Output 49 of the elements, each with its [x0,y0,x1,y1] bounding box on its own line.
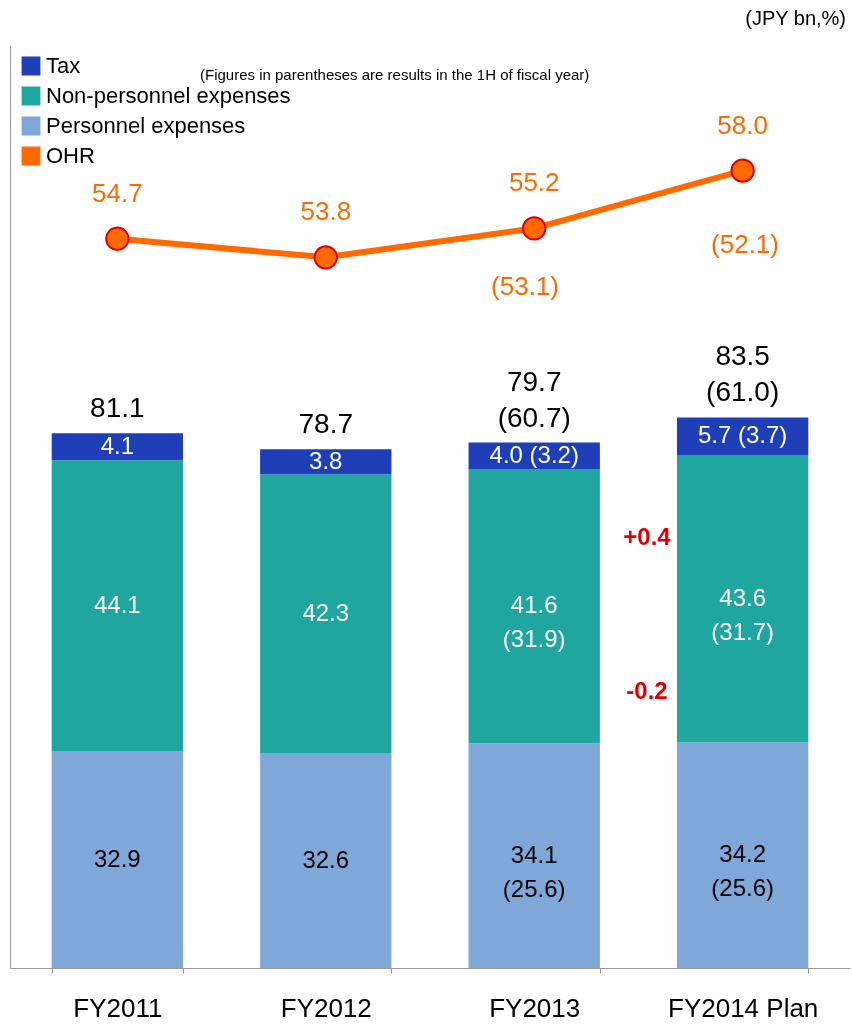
data-label: 41.6 (31.9) [502,591,566,653]
point [522,216,547,241]
data-label: 42.3 [302,598,350,626]
bar [260,474,392,754]
annotation: (Figures in parentheses are results in the 1H of fiscal year) [200,66,590,83]
point [105,226,130,251]
annotation: +0.4 [623,523,672,550]
bar [51,433,183,461]
text: 83.5 (61.0) [706,340,780,408]
point [730,158,755,183]
data-label: 3.8 [309,446,343,474]
data-label: 32.9 [93,844,141,872]
data-label: 34.1 (25.6) [502,840,566,902]
data-label: 4.0 (3.2) [489,440,579,468]
bar [260,449,392,475]
data-label: 44.1 [93,590,141,618]
data-label: 43.6 (31.7) [711,583,775,645]
total-label: 81.1 [90,392,145,424]
bar [677,742,809,968]
point [313,245,338,270]
legend-label: Non-personnel expenses [46,83,291,108]
data-label: 34.2 (25.6) [711,840,775,902]
data-label: 58.0 [717,109,768,140]
x-tick-label: FY2012 [280,992,372,1023]
data-label: 54.7 [92,177,143,208]
bar [677,455,809,743]
legend-label: Tax [46,53,81,78]
bar [260,753,392,968]
bar [51,751,183,968]
data-label: 32.6 [302,845,350,873]
legend-label: Personnel expenses [46,113,246,138]
total-label: 78.7 [298,408,354,440]
bar [468,743,600,968]
data-label: 53.8 [300,196,352,227]
annotation: (52.1) [711,229,779,259]
bar [468,468,600,744]
annotation: -0.2 [626,677,668,704]
bar [677,417,809,456]
text: 79.7 (60.7) [497,365,571,433]
annotation: (53.1) [491,271,559,301]
x-tick-label: FY2014 Plan [667,992,819,1023]
text: (JPY bn,%) [745,7,846,29]
x-tick-label: FY2011 [73,992,163,1023]
data-label: 55.2 [508,167,560,198]
bar [51,460,183,752]
data-label: 4.1 [100,431,135,459]
legend-label: OHR [46,143,95,168]
data-label: 5.7 (3.7) [697,421,788,449]
x-tick-label: FY2013 [489,992,581,1023]
